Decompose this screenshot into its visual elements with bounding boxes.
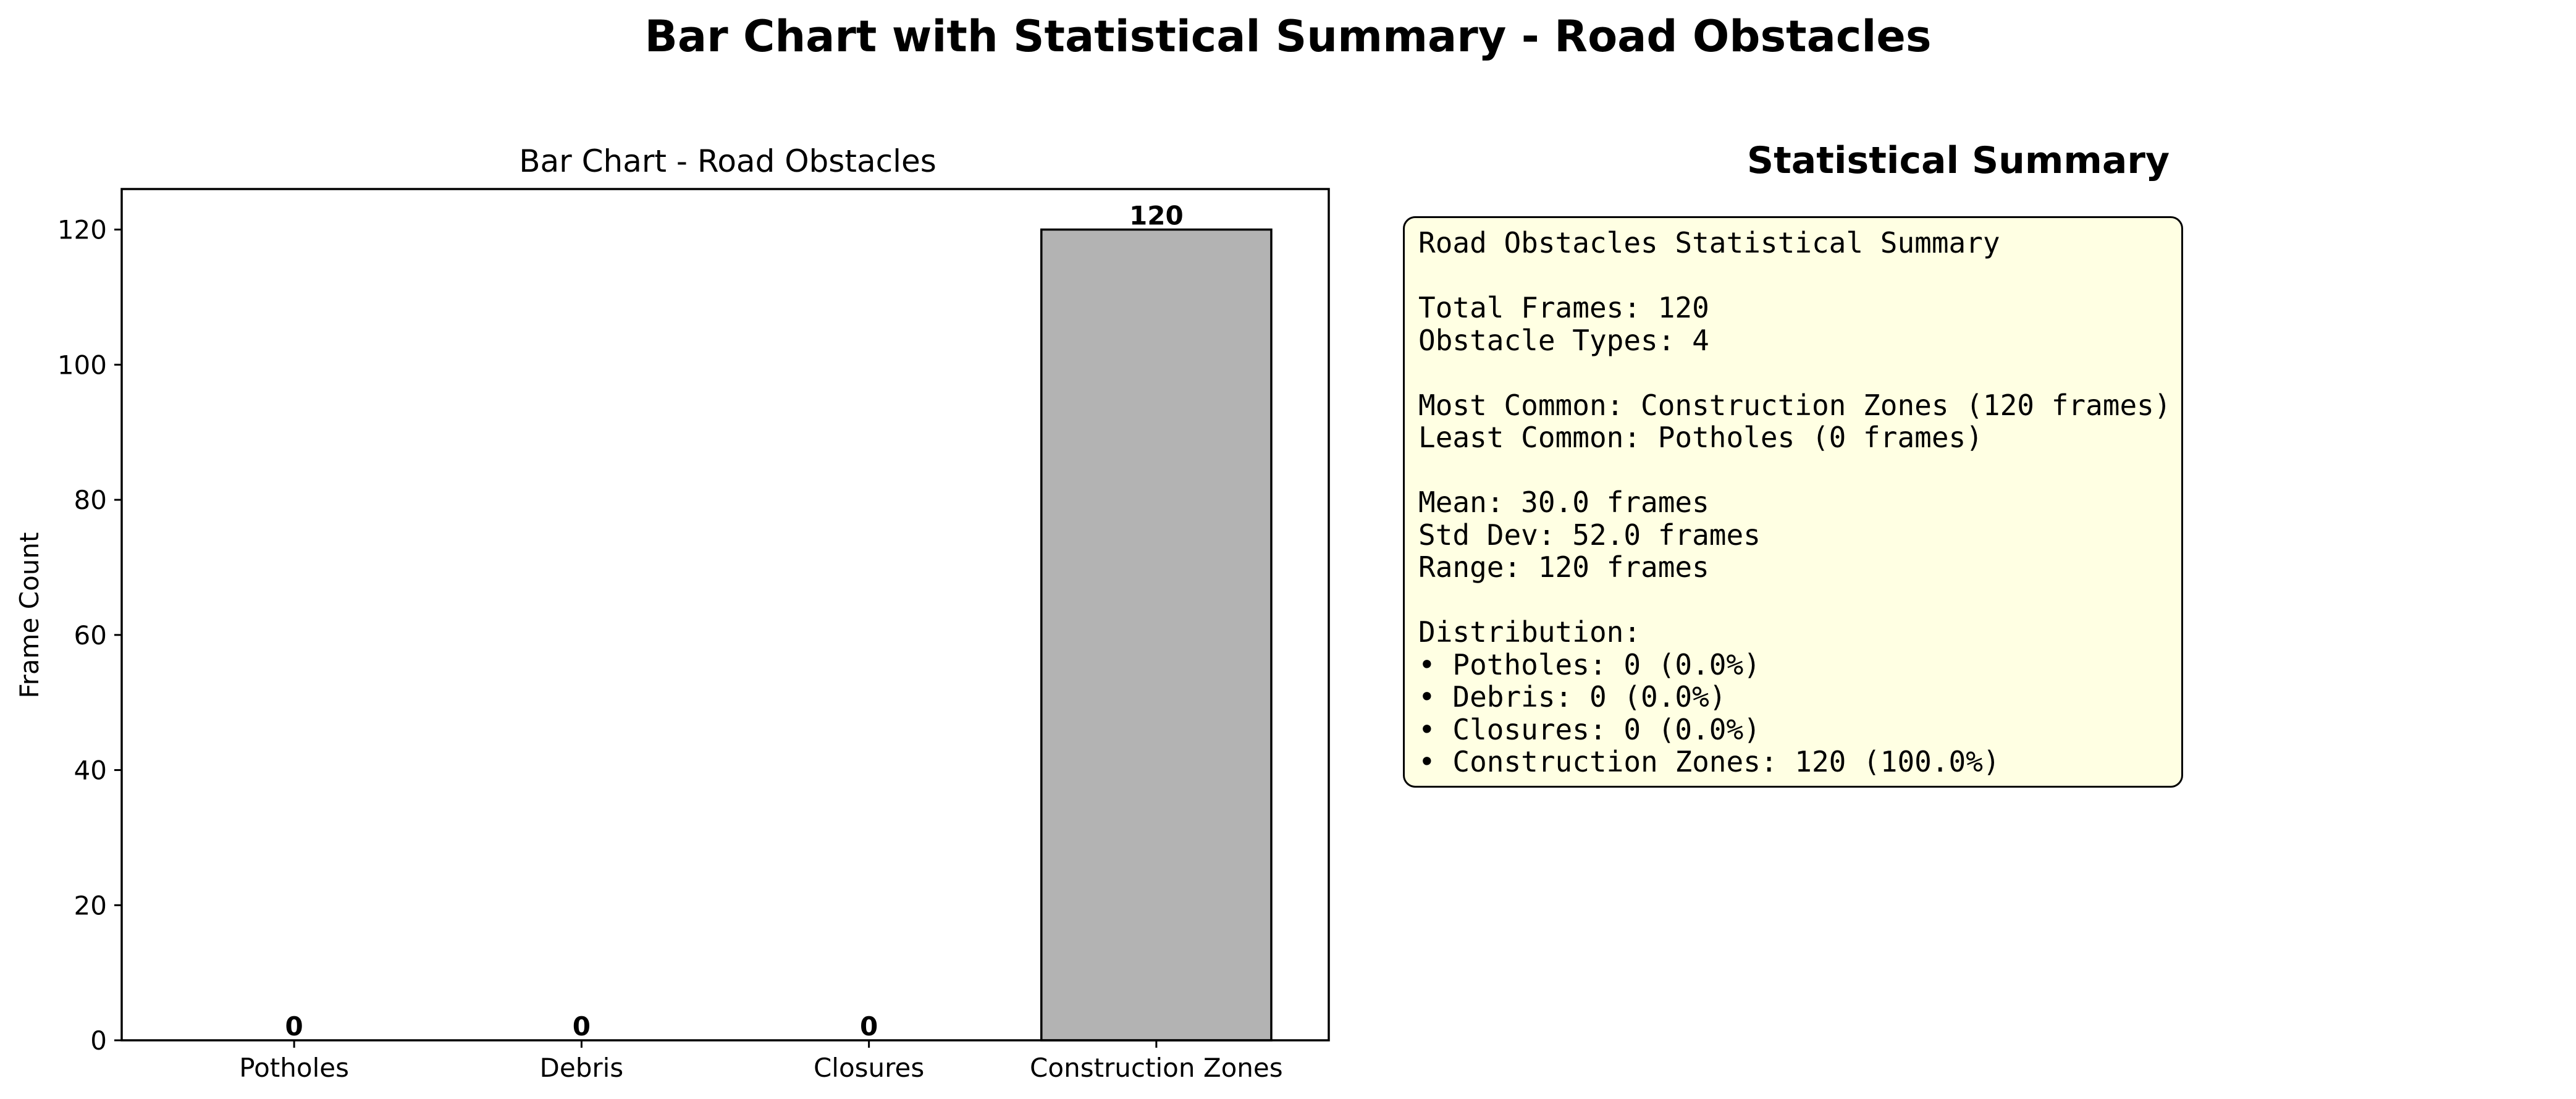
y-axis-label: Frame Count <box>14 533 44 699</box>
y-tick-label: 20 <box>74 890 107 920</box>
chart-title: Bar Chart - Road Obstacles <box>519 143 937 179</box>
figure-title: Bar Chart with Statistical Summary - Roa… <box>644 11 1932 62</box>
summary-text: Road Obstacles Statistical Summary Total … <box>1418 227 2181 778</box>
summary-line <box>1418 454 2181 487</box>
y-tick-label: 60 <box>74 620 107 651</box>
summary-line <box>1418 584 2181 617</box>
summary-line <box>1418 259 2181 292</box>
y-tick-label: 0 <box>90 1025 107 1056</box>
data-label: 0 <box>860 1011 878 1042</box>
summary-line: Distribution: <box>1418 615 1641 649</box>
summary-line <box>1418 356 2181 389</box>
data-label: 120 <box>1129 201 1184 231</box>
y-tick-label: 100 <box>57 350 107 380</box>
summary-line: Std Dev: 52.0 frames <box>1418 518 1761 552</box>
summary-line: • Construction Zones: 120 (100.0%) <box>1418 745 2000 778</box>
plot-frame <box>120 188 1330 1042</box>
x-tick-label: Potholes <box>239 1053 349 1083</box>
summary-line: Obstacle Types: 4 <box>1418 323 1709 357</box>
y-tick-label: 80 <box>74 485 107 515</box>
y-tick-label: 120 <box>57 215 107 245</box>
x-tick-label: Debris <box>540 1053 624 1083</box>
summary-line: • Debris: 0 (0.0%) <box>1418 680 1727 714</box>
summary-line: • Closures: 0 (0.0%) <box>1418 712 1761 746</box>
summary-heading: Statistical Summary <box>1746 139 2170 182</box>
summary-line: Mean: 30.0 frames <box>1418 486 1709 519</box>
summary-line: Road Obstacles Statistical Summary <box>1418 226 2000 259</box>
x-tick-label: Construction Zones <box>1030 1053 1283 1083</box>
summary-line: Range: 120 frames <box>1418 550 1709 584</box>
bars-layer: 0 0 0 120 <box>285 201 1273 1042</box>
summary-line: Least Common: Potholes (0 frames) <box>1418 421 1983 454</box>
y-tick-label: 40 <box>74 756 107 786</box>
axis-layer: Potholes Debris Closures Construction Zones… <box>57 215 1283 1083</box>
data-label: 0 <box>573 1011 591 1042</box>
summary-line: Total Frames: 120 <box>1418 291 1709 324</box>
data-label: 0 <box>285 1011 303 1042</box>
summary-line: • Potholes: 0 (0.0%) <box>1418 647 1761 681</box>
x-tick-label: Closures <box>814 1053 924 1083</box>
bar-construction-zones <box>1040 228 1273 1042</box>
summary-line: Most Common: Construction Zones (120 fra… <box>1418 388 2171 422</box>
summary-box: Road Obstacles Statistical Summary Total … <box>1403 216 2183 788</box>
